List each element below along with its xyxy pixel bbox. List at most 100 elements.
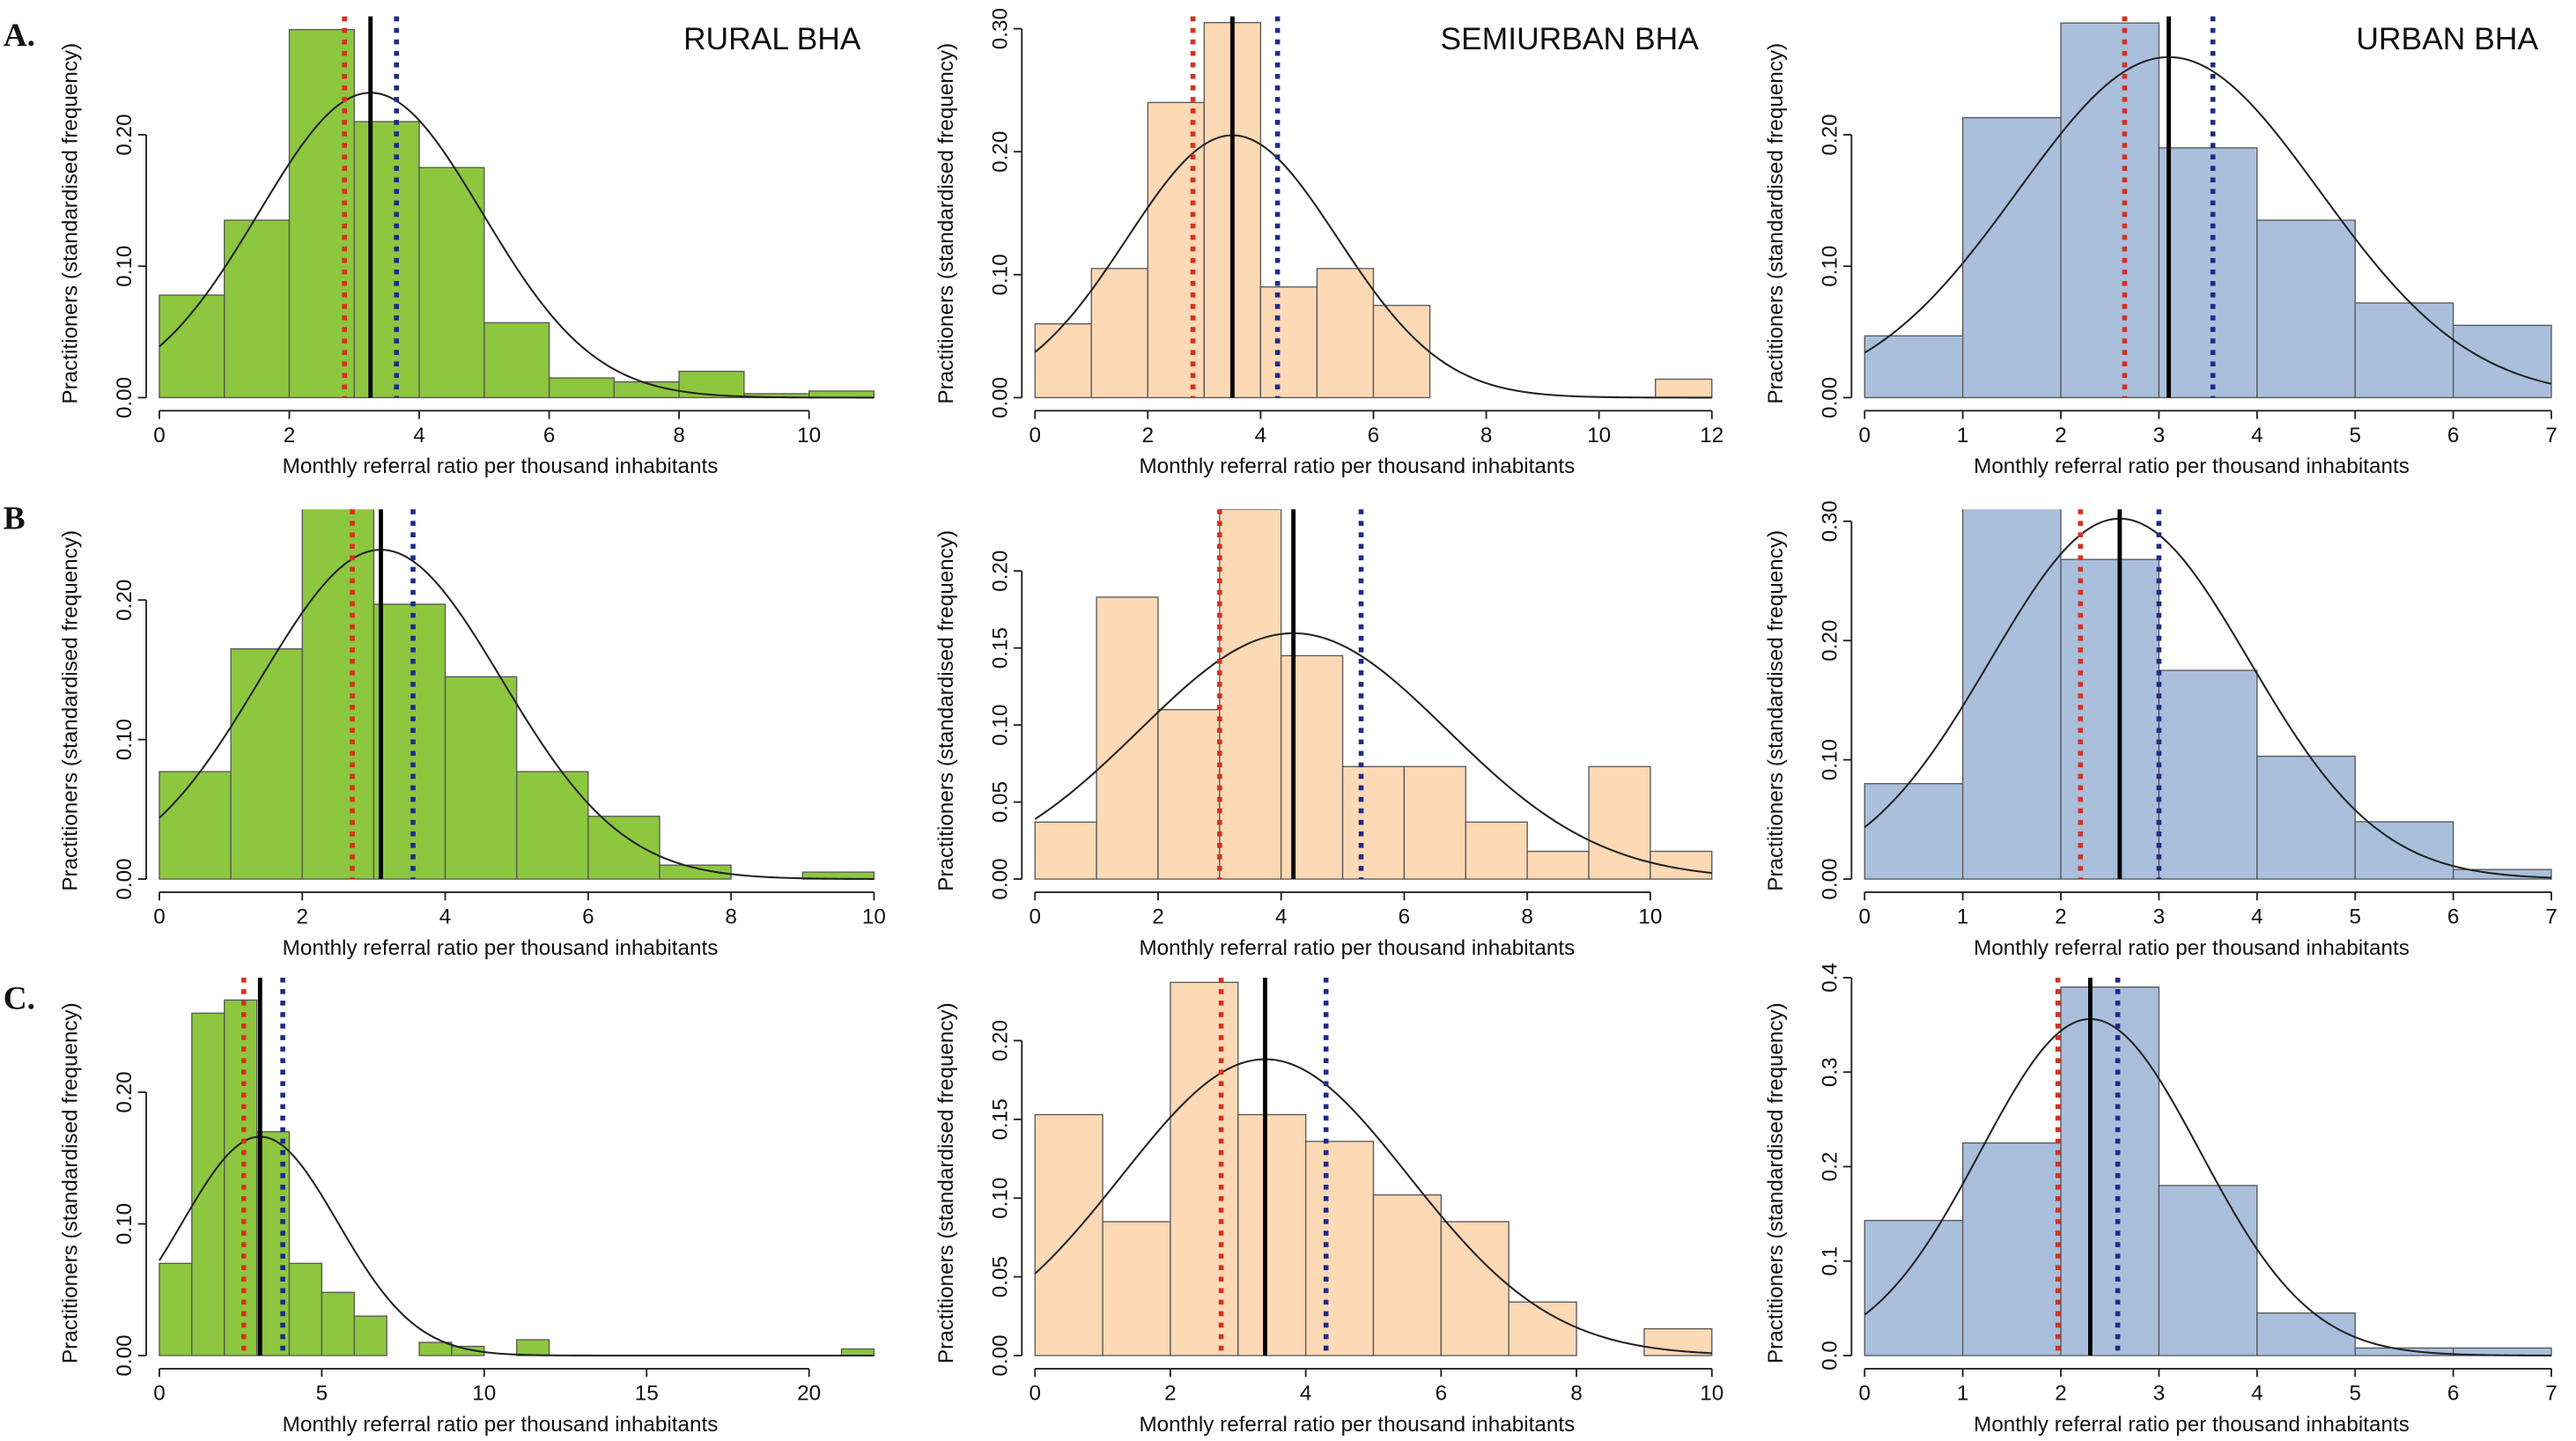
x-tick-label: 8: [725, 905, 737, 928]
bar: [2256, 755, 2356, 880]
y-tick-label: 0.00: [989, 377, 1013, 418]
x-tick-label: 10: [1638, 905, 1662, 928]
x-tick-label: 1: [1957, 905, 1969, 928]
chart-title: URBAN BHA: [2356, 21, 2538, 56]
x-tick-label: 10: [472, 1381, 496, 1405]
chart-title: RURAL BHA: [683, 21, 861, 56]
bar: [288, 1262, 323, 1356]
y-axis-label: Practitioners (standardised frequency): [59, 43, 83, 404]
y-axis-label: Practitioners (standardised frequency): [934, 43, 958, 404]
y-tick-label: 0.20: [113, 580, 137, 621]
x-tick-label: 8: [1521, 905, 1533, 928]
y-tick-label: 0.00: [1819, 377, 1842, 418]
y-tick-label: 0.00: [113, 858, 137, 899]
panel-letter: B: [4, 501, 26, 537]
x-tick-label: 0: [1859, 1381, 1871, 1405]
y-tick-label: 0.10: [1819, 246, 1842, 287]
y-axis-label: Practitioners (standardised frequency): [934, 1002, 958, 1363]
plot: [1864, 987, 2552, 1356]
y-tick-label: 0.20: [1819, 620, 1842, 661]
x-tick-label: 3: [2153, 1381, 2166, 1405]
normal-curve: [159, 92, 875, 399]
bar: [1962, 509, 2062, 880]
x-tick-label: 8: [673, 424, 684, 447]
y-axis-label: Practitioners (standardised frequency): [934, 530, 958, 891]
x-tick-label: 2: [1164, 1381, 1177, 1405]
bar: [678, 370, 745, 399]
bar: [548, 377, 615, 399]
x-tick-label: 2: [284, 424, 296, 447]
x-tick-label: 4: [1300, 1381, 1312, 1405]
bar: [1864, 335, 1964, 399]
bar: [1170, 981, 1239, 1356]
plot: [1864, 22, 2552, 399]
x-tick-label: 4: [2251, 905, 2263, 928]
x-tick-label: 4: [2251, 1381, 2263, 1405]
x-tick-label: 6: [1368, 424, 1380, 447]
bar: [159, 1262, 193, 1356]
bar: [1304, 1141, 1375, 1356]
bar: [1403, 765, 1466, 880]
bar: [1465, 821, 1528, 880]
y-tick-label: 0.10: [989, 254, 1013, 295]
bar: [2354, 821, 2454, 880]
y-tick-label: 0.1: [1819, 1246, 1842, 1276]
plot: [1034, 21, 1713, 399]
x-tick-label: 2: [2055, 905, 2067, 928]
bar: [2158, 669, 2258, 880]
y-tick-label: 0.20: [989, 131, 1013, 173]
x-tick-label: 7: [2545, 1381, 2558, 1405]
y-axis-label: Practitioners (standardised frequency): [59, 1002, 83, 1363]
bar: [373, 603, 447, 880]
x-axis-label: Monthly referral ratio per thousand inha…: [1139, 454, 1575, 478]
y-tick-label: 0.30: [989, 8, 1013, 49]
x-tick-label: 10: [862, 905, 886, 928]
bar: [587, 816, 661, 880]
bar: [1316, 268, 1375, 399]
x-tick-label: 5: [2349, 1381, 2361, 1405]
normal-curve: [1034, 1058, 1712, 1355]
x-axis-label: Monthly referral ratio per thousand inha…: [1974, 454, 2410, 478]
bar: [1147, 101, 1206, 399]
bar: [2158, 1185, 2258, 1356]
x-tick-label: 4: [413, 424, 425, 447]
y-tick-label: 0.05: [989, 781, 1013, 823]
y-tick-label: 0.15: [989, 1098, 1013, 1140]
bar: [418, 166, 485, 399]
x-tick-label: 4: [1275, 905, 1288, 928]
bar: [1372, 1193, 1443, 1356]
x-tick-label: 4: [2251, 424, 2263, 447]
x-tick-label: 5: [2349, 424, 2361, 447]
bar: [224, 219, 291, 399]
y-tick-label: 0.4: [1819, 963, 1842, 993]
x-tick-label: 20: [797, 1381, 821, 1405]
x-tick-label: 1: [1957, 1381, 1969, 1405]
x-axis-label: Monthly referral ratio per thousand inha…: [1974, 936, 2410, 960]
y-tick-label: 0.10: [113, 1203, 137, 1245]
y-tick-label: 0.10: [113, 246, 137, 287]
bar: [1102, 1221, 1171, 1356]
x-tick-label: 2: [1152, 905, 1164, 928]
bar: [2354, 302, 2454, 399]
panel-letter: C.: [4, 980, 35, 1016]
y-tick-label: 0.20: [113, 114, 137, 155]
x-tick-label: 1: [1957, 424, 1969, 447]
y-tick-label: 0.00: [113, 1334, 137, 1376]
bar: [159, 294, 225, 399]
y-axis-label: Practitioners (standardised frequency): [59, 530, 83, 891]
bar: [1219, 509, 1282, 880]
normal-curve: [1034, 134, 1712, 399]
panel-letter: A.: [4, 18, 35, 54]
y-tick-label: 0.00: [989, 858, 1013, 899]
bar: [301, 509, 375, 880]
bar: [1157, 708, 1221, 880]
plot: [1034, 509, 1713, 880]
normal-curve: [159, 1135, 875, 1357]
y-tick-label: 0.10: [113, 719, 137, 760]
x-tick-label: 0: [153, 905, 166, 928]
bar: [659, 864, 732, 880]
x-axis-label: Monthly referral ratio per thousand inha…: [283, 454, 719, 478]
bar: [2256, 219, 2356, 399]
bar: [1281, 654, 1344, 880]
